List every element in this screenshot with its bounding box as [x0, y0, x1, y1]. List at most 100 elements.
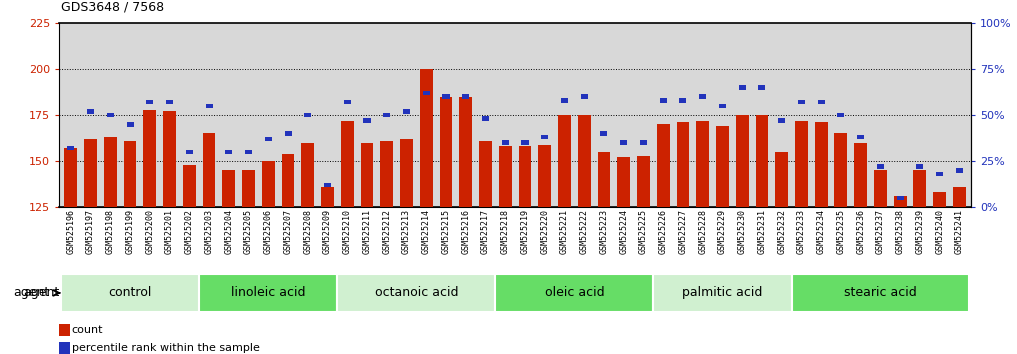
Bar: [462, 95, 469, 99]
Bar: [383, 113, 391, 117]
Bar: [199, 274, 338, 312]
Bar: [756, 115, 769, 207]
Bar: [795, 121, 807, 207]
Text: GSM525225: GSM525225: [639, 209, 648, 254]
Text: GSM525235: GSM525235: [836, 209, 845, 254]
Text: GSM525236: GSM525236: [856, 209, 865, 254]
Text: GSM525218: GSM525218: [500, 209, 510, 254]
Bar: [877, 164, 884, 169]
Bar: [301, 143, 314, 207]
Bar: [657, 124, 669, 207]
Bar: [324, 183, 332, 187]
Text: GSM525231: GSM525231: [758, 209, 767, 254]
Text: GSM525232: GSM525232: [777, 209, 786, 254]
Bar: [913, 170, 926, 207]
Bar: [916, 164, 923, 169]
Bar: [146, 100, 154, 104]
Bar: [202, 133, 216, 207]
Bar: [934, 192, 946, 207]
Text: GSM525211: GSM525211: [362, 209, 371, 254]
Bar: [166, 100, 173, 104]
Bar: [226, 149, 232, 154]
Bar: [338, 274, 495, 312]
Bar: [242, 170, 255, 207]
Bar: [304, 113, 311, 117]
Bar: [598, 152, 610, 207]
Text: GSM525230: GSM525230: [737, 209, 746, 254]
Bar: [460, 97, 472, 207]
Bar: [600, 131, 607, 136]
Text: GSM525226: GSM525226: [659, 209, 668, 254]
Text: GSM525199: GSM525199: [125, 209, 134, 254]
Bar: [163, 112, 176, 207]
Bar: [87, 109, 95, 114]
Bar: [637, 155, 650, 207]
Bar: [442, 95, 450, 99]
Text: GSM525220: GSM525220: [540, 209, 549, 254]
Text: GSM525227: GSM525227: [678, 209, 687, 254]
Text: GSM525208: GSM525208: [303, 209, 312, 254]
Text: GSM525196: GSM525196: [66, 209, 75, 254]
Text: agent: agent: [23, 286, 59, 299]
Text: GSM525240: GSM525240: [936, 209, 944, 254]
Bar: [522, 140, 529, 145]
Bar: [261, 161, 275, 207]
Text: GSM525207: GSM525207: [284, 209, 293, 254]
Bar: [815, 122, 828, 207]
Bar: [581, 95, 588, 99]
Bar: [321, 187, 334, 207]
Text: GSM525241: GSM525241: [955, 209, 964, 254]
Bar: [124, 141, 136, 207]
Text: GSM525203: GSM525203: [204, 209, 214, 254]
Text: GSM525197: GSM525197: [86, 209, 95, 254]
Bar: [759, 85, 766, 90]
Text: palmitic acid: palmitic acid: [682, 286, 763, 299]
Text: GSM525239: GSM525239: [915, 209, 924, 254]
Text: GSM525200: GSM525200: [145, 209, 155, 254]
Bar: [495, 274, 653, 312]
Text: linoleic acid: linoleic acid: [231, 286, 305, 299]
Text: GDS3648 / 7568: GDS3648 / 7568: [61, 1, 164, 14]
Bar: [380, 141, 394, 207]
Text: GSM525213: GSM525213: [402, 209, 411, 254]
Text: GSM525221: GSM525221: [560, 209, 569, 254]
Text: GSM525215: GSM525215: [441, 209, 451, 254]
Bar: [679, 98, 686, 103]
Bar: [479, 141, 492, 207]
Bar: [64, 148, 77, 207]
Text: GSM525204: GSM525204: [225, 209, 233, 254]
Bar: [285, 131, 292, 136]
Text: GSM525202: GSM525202: [185, 209, 194, 254]
Bar: [676, 122, 690, 207]
Bar: [341, 121, 354, 207]
Bar: [423, 91, 430, 95]
Text: stearic acid: stearic acid: [844, 286, 916, 299]
Text: percentile rank within the sample: percentile rank within the sample: [72, 343, 259, 353]
Bar: [84, 139, 97, 207]
Bar: [519, 146, 532, 207]
Bar: [558, 115, 571, 207]
Bar: [738, 85, 745, 90]
Bar: [857, 135, 864, 139]
Bar: [361, 143, 373, 207]
Bar: [183, 165, 195, 207]
Bar: [344, 100, 351, 104]
Bar: [403, 109, 410, 114]
Text: GSM525223: GSM525223: [599, 209, 608, 254]
Bar: [126, 122, 133, 126]
Bar: [735, 115, 749, 207]
Bar: [837, 113, 844, 117]
Text: GSM525205: GSM525205: [244, 209, 253, 254]
Text: GSM525234: GSM525234: [817, 209, 826, 254]
Bar: [498, 146, 512, 207]
Text: GSM525217: GSM525217: [481, 209, 490, 254]
Bar: [482, 116, 489, 121]
Bar: [264, 137, 272, 141]
Bar: [578, 115, 591, 207]
Text: count: count: [72, 325, 104, 335]
Bar: [59, 342, 70, 354]
Bar: [874, 170, 887, 207]
Bar: [186, 149, 193, 154]
Text: oleic acid: oleic acid: [544, 286, 604, 299]
Text: GSM525229: GSM525229: [718, 209, 727, 254]
